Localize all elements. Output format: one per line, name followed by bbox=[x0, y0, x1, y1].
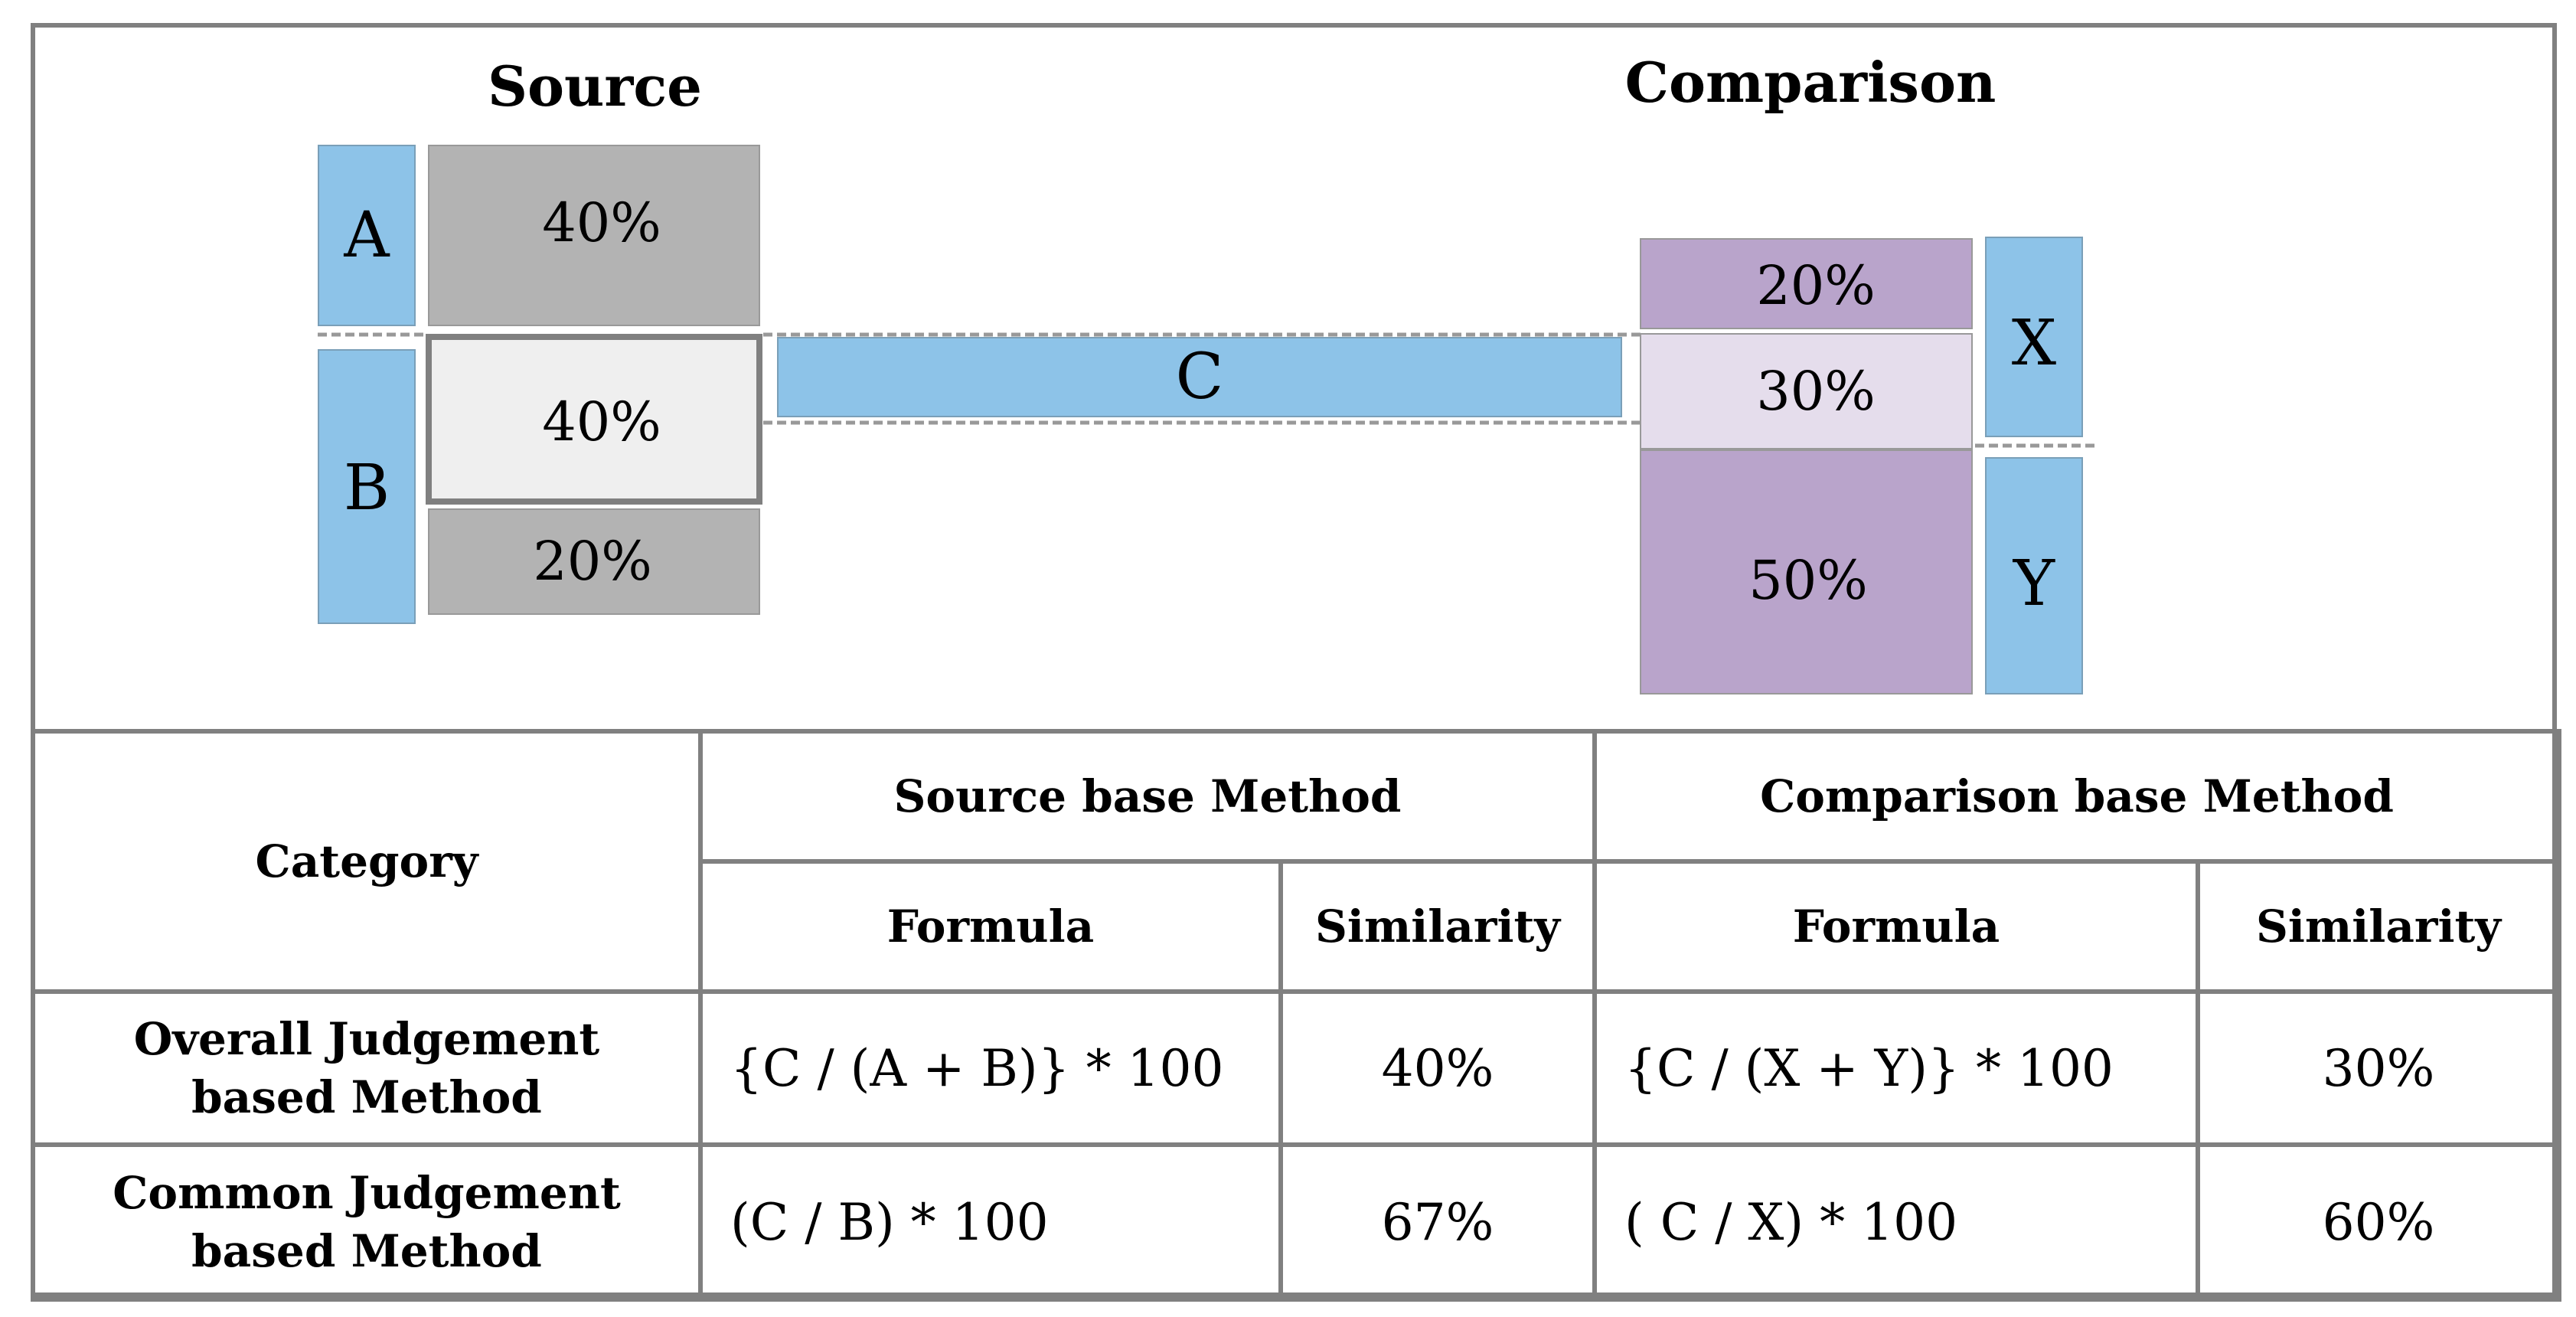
comparison-formula-header: Formula bbox=[1592, 859, 2200, 994]
category-cell: Overall Judgement based Method bbox=[31, 989, 703, 1147]
label-box-y bbox=[1985, 457, 2083, 694]
category-line-1: Common Judgement bbox=[113, 1167, 621, 1219]
comparison-similarity-header: Similarity bbox=[2196, 859, 2561, 994]
category-line-1: Overall Judgement bbox=[133, 1013, 600, 1065]
category-line-2: based Method bbox=[191, 1225, 542, 1277]
comparison-segment-middle bbox=[1640, 333, 1973, 449]
source-formula-cell: {C / (A + B)} * 100 bbox=[698, 989, 1283, 1147]
label-y: Y bbox=[2013, 547, 2055, 620]
source-similarity-header: Similarity bbox=[1278, 859, 1597, 994]
category-cell: Common Judgement based Method bbox=[31, 1142, 703, 1302]
category-line-2: based Method bbox=[191, 1071, 542, 1123]
table-row: Common Judgement based Method (C / B) * … bbox=[31, 1142, 2561, 1302]
source-similarity-cell: 40% bbox=[1278, 989, 1597, 1147]
table-header-row: Category Source base Method Comparison b… bbox=[31, 729, 2561, 994]
source-segment-top-label: 40% bbox=[542, 191, 661, 254]
comparison-segment-top bbox=[1640, 238, 1973, 329]
comparison-segment-middle-label: 30% bbox=[1756, 360, 1876, 423]
source-similarity-cell: 67% bbox=[1278, 1142, 1597, 1302]
source-segment-bottom-label: 20% bbox=[533, 530, 652, 593]
category-header: Category bbox=[31, 729, 703, 994]
label-box-a bbox=[318, 145, 416, 326]
comparison-method-header: Comparison base Method bbox=[1592, 729, 2561, 864]
comparison-segment-top-label: 20% bbox=[1756, 254, 1876, 317]
table-row: Overall Judgement based Method {C / (A +… bbox=[31, 989, 2561, 1147]
label-b: B bbox=[344, 452, 390, 525]
source-method-header: Source base Method bbox=[698, 729, 1597, 864]
similarity-table: Category Source base Method Comparison b… bbox=[31, 729, 2561, 1302]
comparison-segment-bottom bbox=[1640, 449, 1973, 694]
comparison-title: Comparison bbox=[1625, 50, 1996, 115]
comparison-segment-bottom-label: 50% bbox=[1748, 549, 1868, 612]
label-x: X bbox=[2012, 307, 2056, 380]
overlap-label-c: C bbox=[1176, 341, 1224, 413]
source-formula-header: Formula bbox=[698, 859, 1283, 994]
source-title: Source bbox=[488, 54, 702, 119]
source-segment-bottom bbox=[428, 508, 760, 615]
comparison-formula-cell: {C / (X + Y)} * 100 bbox=[1592, 989, 2200, 1147]
comparison-formula-cell: ( C / X) * 100 bbox=[1592, 1142, 2200, 1302]
label-a: A bbox=[343, 199, 390, 272]
comparison-similarity-cell: 30% bbox=[2196, 989, 2561, 1147]
comparison-similarity-cell: 60% bbox=[2196, 1142, 2561, 1302]
source-segment-top bbox=[428, 145, 760, 326]
table-subheader-row: Formula Similarity Formula Similarity bbox=[33, 859, 2561, 994]
label-box-x bbox=[1985, 237, 2083, 437]
label-box-b bbox=[318, 349, 416, 624]
source-formula-cell: (C / B) * 100 bbox=[698, 1142, 1283, 1302]
source-segment-middle bbox=[426, 334, 762, 505]
source-segment-middle-label: 40% bbox=[542, 391, 661, 453]
overlap-bar-c bbox=[777, 337, 1622, 417]
